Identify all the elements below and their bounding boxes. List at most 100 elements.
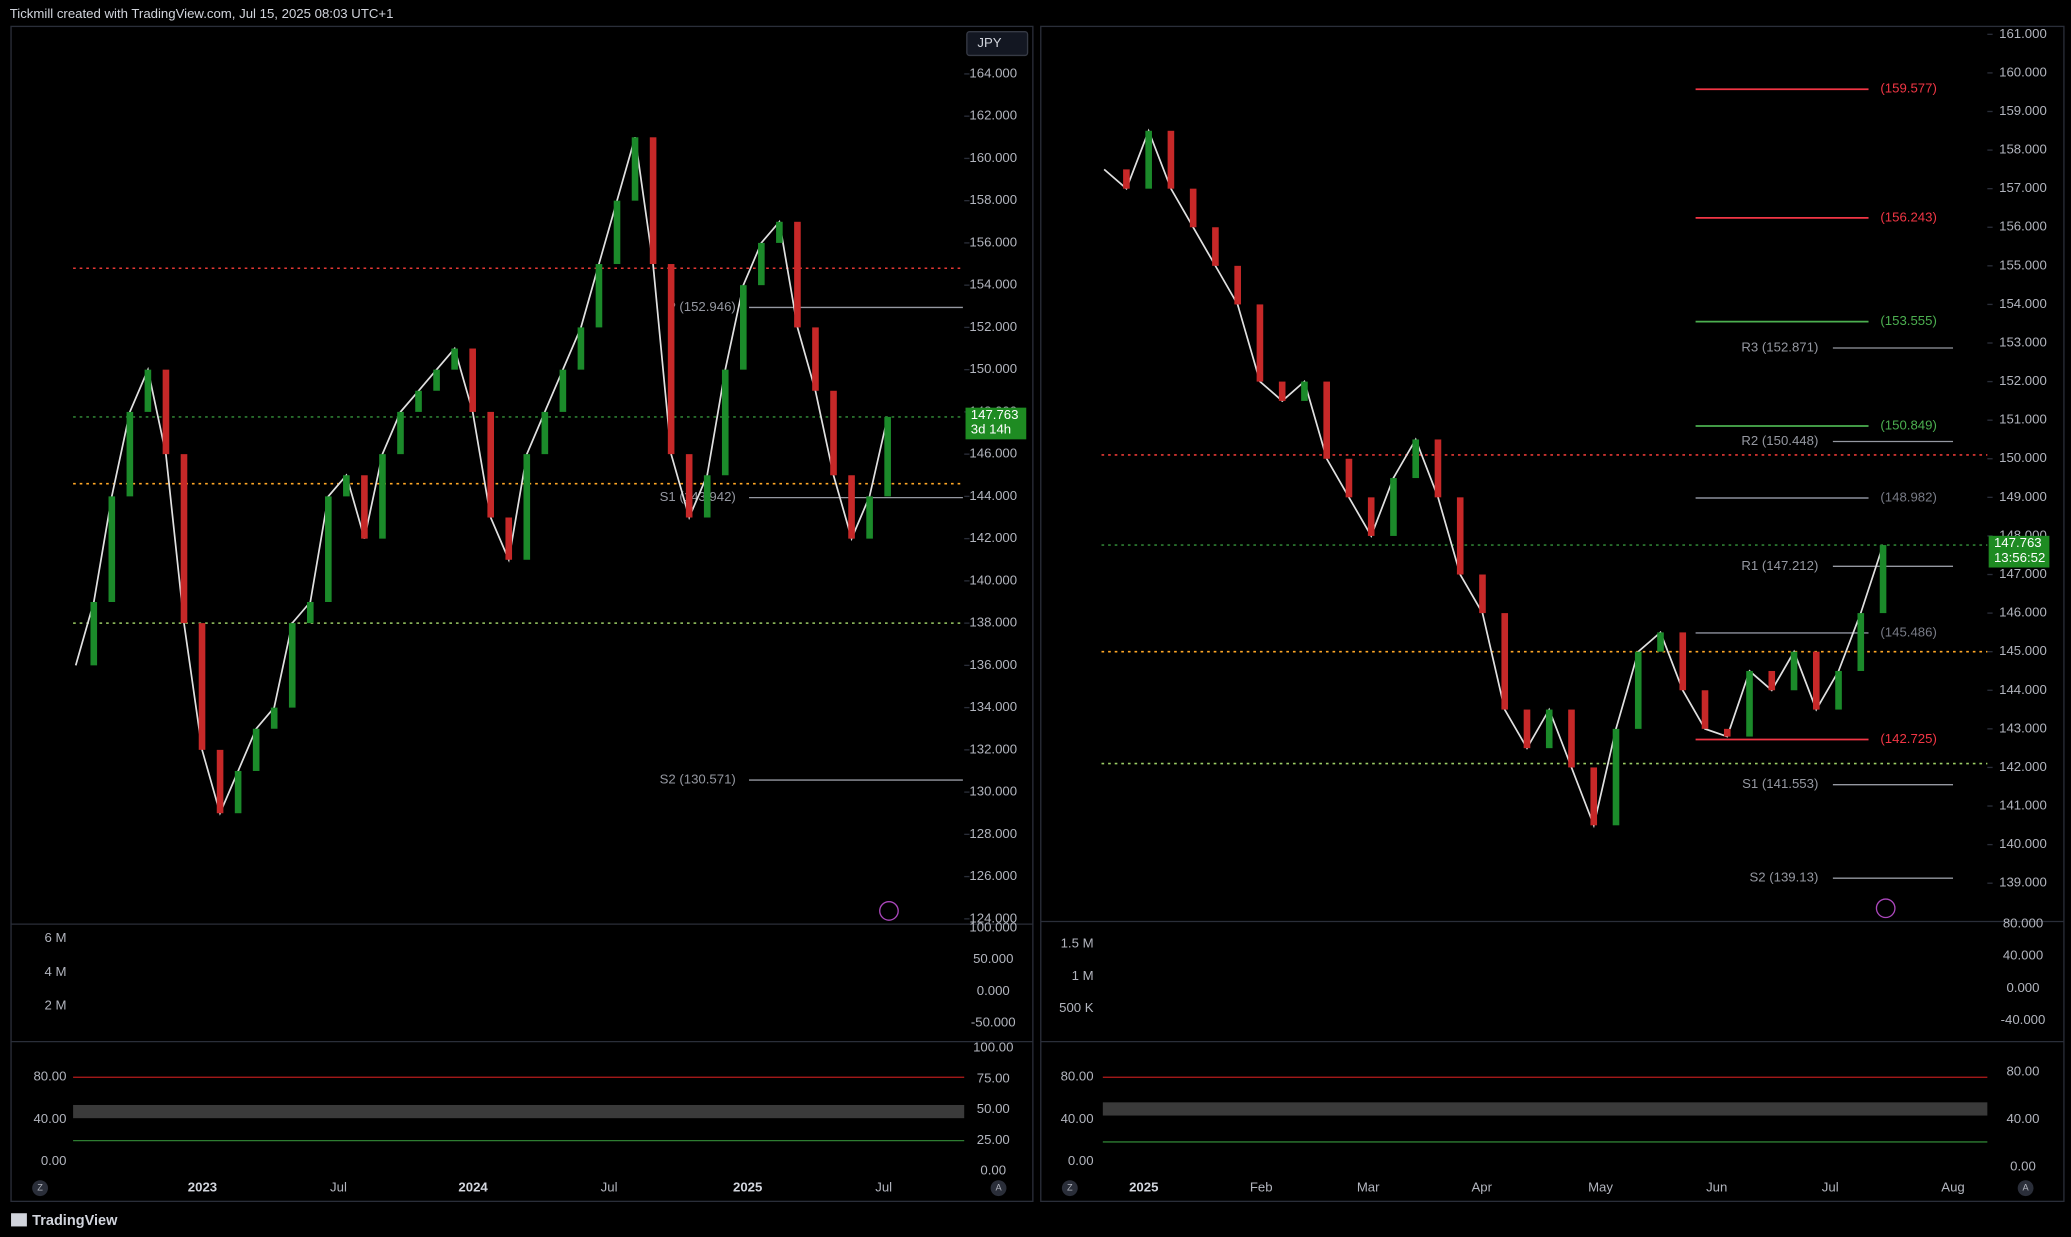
price-tick-label: 150.000 [1999, 450, 2047, 465]
candle [252, 728, 260, 771]
price-tick-label: 140.000 [969, 572, 1017, 587]
price-tick-label: 145.000 [1999, 643, 2047, 658]
price-tick-label: 154.000 [1999, 296, 2047, 311]
candle [415, 390, 422, 412]
candle [685, 454, 693, 518]
candle [1857, 613, 1865, 671]
candle [541, 411, 549, 455]
price-tick-label: 164.000 [969, 65, 1017, 80]
candle [1501, 613, 1509, 710]
candle [631, 137, 639, 201]
candle [1634, 651, 1642, 729]
candle [1657, 632, 1664, 652]
axis-label: 40.00 [2006, 1111, 2039, 1126]
candle [1768, 670, 1776, 691]
candle [703, 475, 711, 518]
stoch-band [73, 1104, 965, 1119]
candle [1523, 709, 1531, 749]
candle [1278, 381, 1286, 401]
candle [451, 348, 458, 370]
time-label: May [1588, 1180, 1613, 1195]
last-price: 147.763 [1994, 535, 2042, 550]
pivot-label: S2 (130.571) [660, 772, 736, 787]
target-label: (150.849) [1880, 417, 1936, 432]
events-icon[interactable] [879, 901, 899, 921]
candle [1345, 458, 1353, 498]
candle [1123, 169, 1130, 189]
candle [505, 517, 513, 560]
axis-label: 500 K [1059, 1000, 1094, 1015]
time-label: Aug [1941, 1180, 1964, 1195]
candle [758, 242, 765, 286]
price-tick-label: 155.000 [1999, 257, 2047, 272]
time-label: Jul [601, 1180, 618, 1195]
candle [1701, 690, 1709, 729]
price-tick-label: 146.000 [1999, 605, 2047, 620]
price-tick-label: 152.000 [1999, 373, 2047, 388]
pivot-label: S1 (141.553) [1742, 776, 1818, 791]
price-tick-label: 130.000 [969, 784, 1017, 799]
time-label: Jul [1822, 1180, 1839, 1195]
price-tick-label: 142.000 [969, 530, 1017, 545]
price-tick-label: 160.000 [969, 150, 1017, 165]
candle [433, 369, 440, 391]
candle [577, 327, 585, 370]
candle [162, 369, 170, 455]
axis-label: 0.00 [41, 1153, 67, 1168]
scale-button[interactable] [990, 1180, 1007, 1197]
axis-label: 100.000 [969, 920, 1017, 935]
events-icon[interactable] [1875, 898, 1896, 919]
axis-label: 0.000 [2006, 980, 2039, 995]
candle [1790, 651, 1798, 691]
axis-label: 80.00 [1061, 1069, 1094, 1084]
currency-button[interactable] [966, 31, 1029, 57]
candle [1679, 632, 1687, 691]
candle [1301, 381, 1308, 401]
pivot-label: R2 (150.448) [1741, 433, 1818, 448]
candle [721, 369, 729, 476]
price-tick-label: 162.000 [969, 108, 1017, 123]
target-label: (145.486) [1880, 624, 1936, 639]
candle [1234, 265, 1241, 305]
candle [469, 348, 476, 412]
candle [343, 475, 350, 497]
candle [1189, 188, 1197, 228]
axis-label: 40.000 [2003, 948, 2043, 963]
price-tick-label: 157.000 [1999, 180, 2047, 195]
candle [613, 200, 621, 265]
scale-button[interactable] [32, 1180, 49, 1197]
footer-brand: TradingView [32, 1213, 118, 1229]
axis-label: -50.000 [971, 1015, 1016, 1030]
price-tick-label: 151.000 [1999, 412, 2047, 427]
time-label: Jul [875, 1180, 892, 1195]
axis-label: 0.00 [2010, 1159, 2036, 1174]
pivot-label: S2 (139.13) [1749, 870, 1818, 885]
price-tick-label: 156.000 [969, 234, 1017, 249]
scale-button-label: Z [1067, 1183, 1073, 1193]
target-label: (156.243) [1880, 209, 1936, 224]
price-tick-label: 142.000 [1999, 759, 2047, 774]
axis-label: 40.00 [33, 1111, 66, 1126]
price-tick-label: 140.000 [1999, 836, 2047, 851]
scale-button[interactable] [1061, 1180, 1078, 1197]
price-tick-label: 132.000 [969, 741, 1017, 756]
scale-button-label: Z [37, 1183, 43, 1193]
scale-button[interactable] [2017, 1180, 2034, 1197]
pivot-label: R1 (147.212) [1741, 558, 1818, 573]
axis-label: 50.000 [973, 951, 1013, 966]
axis-label: 4 M [45, 964, 67, 979]
candle [884, 416, 891, 497]
last-price-tag [1988, 535, 2050, 568]
axis-label: 6 M [45, 930, 67, 945]
candle [379, 454, 386, 539]
axis-label: 0.00 [980, 1162, 1006, 1177]
candle [1590, 767, 1598, 826]
candle [90, 601, 98, 666]
candle [1145, 130, 1152, 189]
last-price: 147.763 [971, 407, 1019, 422]
candle [397, 411, 404, 455]
panel-frame [10, 25, 1034, 1203]
candle [1390, 478, 1397, 536]
